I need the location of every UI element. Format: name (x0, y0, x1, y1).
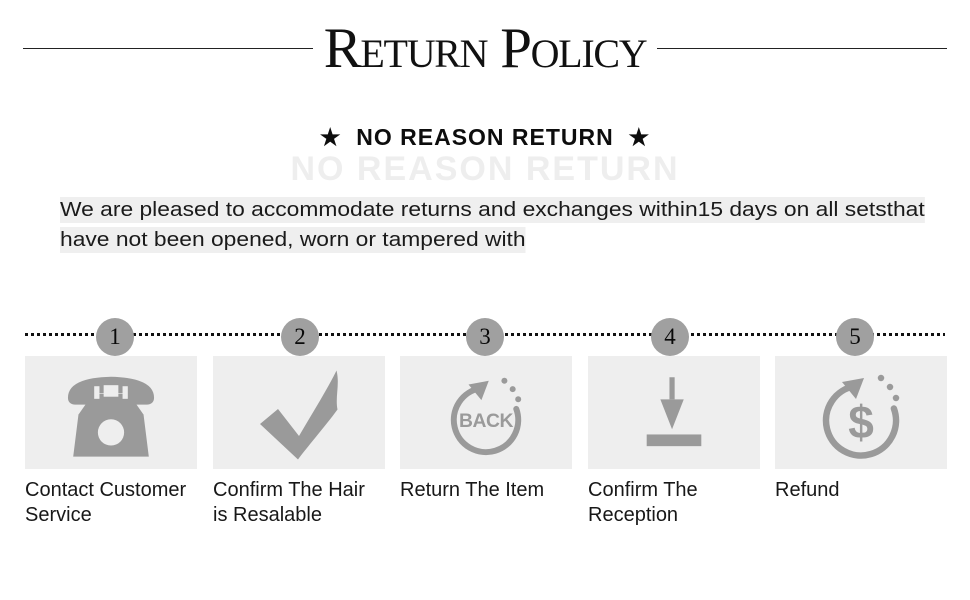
svg-text:BACK: BACK (459, 410, 513, 431)
svg-text:$: $ (848, 396, 874, 448)
